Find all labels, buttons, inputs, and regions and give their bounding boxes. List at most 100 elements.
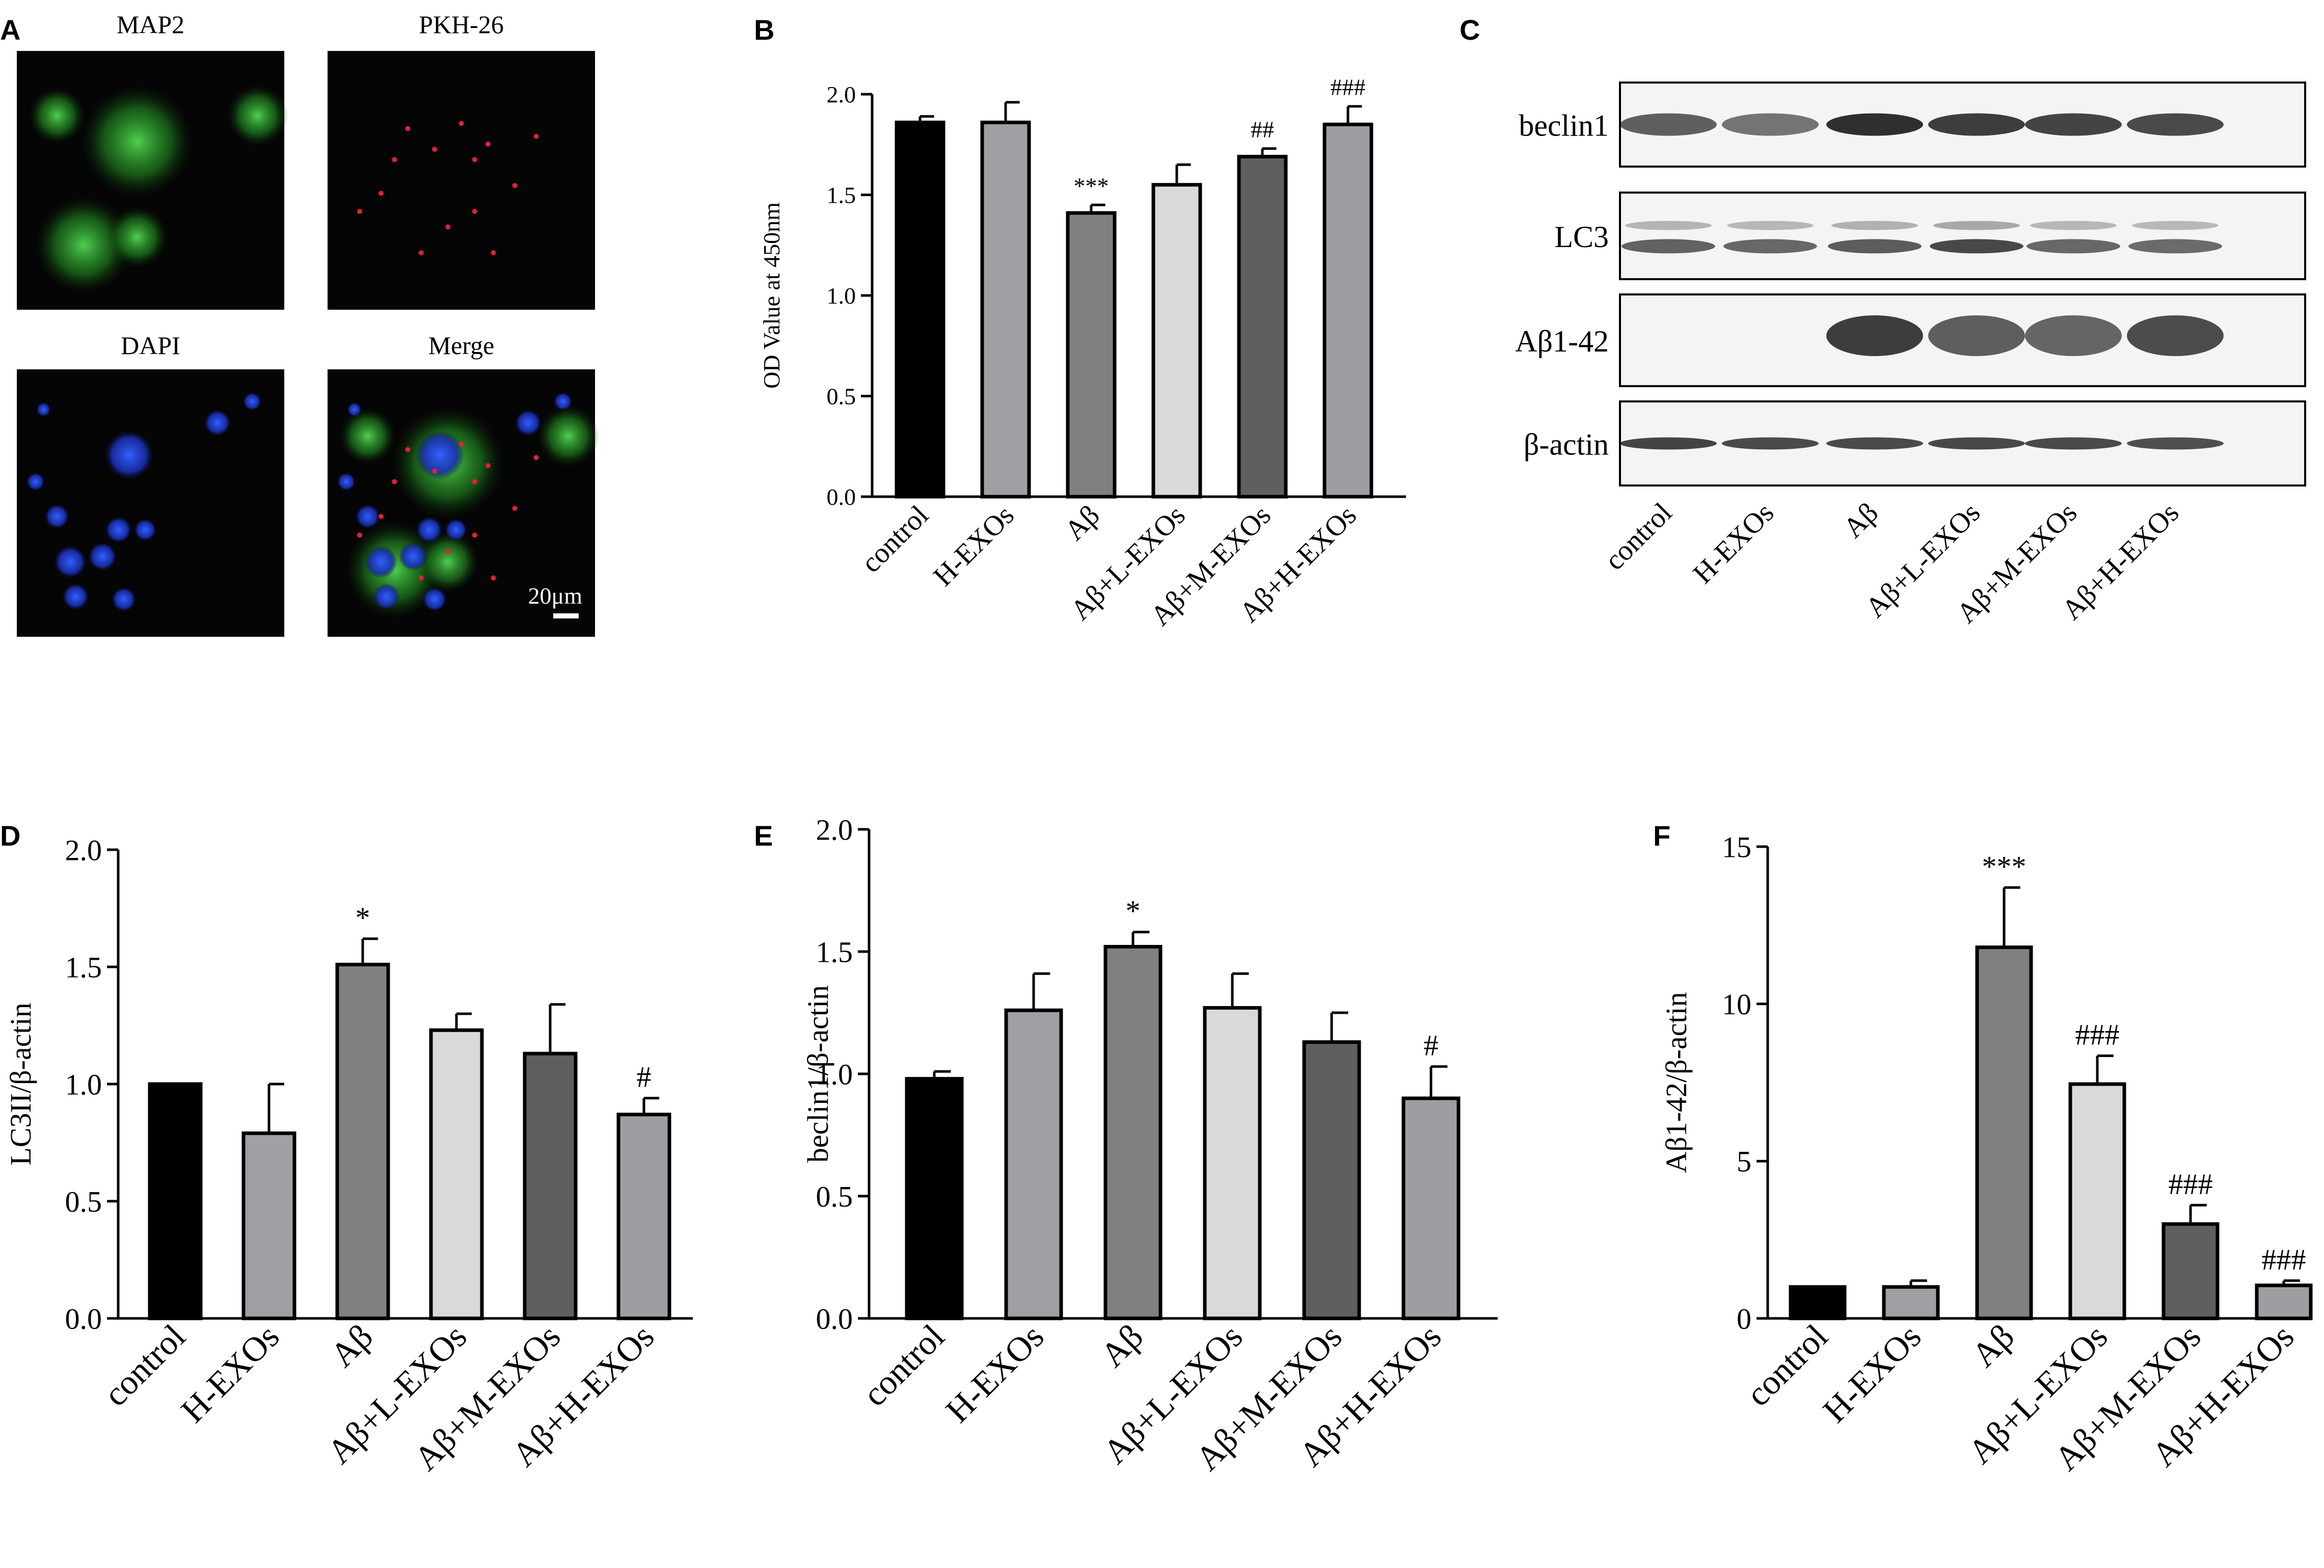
- blot-band: [1930, 239, 2023, 254]
- nucleus-stain: [54, 546, 87, 578]
- panel-letter-c: C: [1460, 14, 1480, 46]
- exosome-dot: [512, 506, 518, 511]
- panel-letter-b: B: [754, 14, 774, 46]
- blot-band: [1928, 113, 2025, 136]
- y-tick-label: 0: [1737, 1302, 1751, 1335]
- bar: [616, 1113, 671, 1320]
- significance-label: #: [1424, 1029, 1439, 1062]
- blot-band: [2025, 437, 2122, 450]
- exosome-dot: [418, 575, 424, 581]
- bar: [335, 962, 390, 1320]
- blot-band: [1722, 437, 1819, 450]
- nucleus-stain: [365, 546, 397, 578]
- blot-band: [1727, 221, 1814, 230]
- nucleus-stain: [373, 583, 400, 610]
- nucleus-stain: [515, 410, 542, 436]
- bar: [980, 120, 1031, 499]
- chart-e: 0.0 0.5 1.0 1.5 2.0 beclin1/β-actin controlH-E…: [801, 813, 1498, 1478]
- significance-label: ###: [2169, 1168, 2213, 1201]
- y-tick-label: 1.5: [816, 935, 853, 968]
- bar: [1103, 944, 1163, 1320]
- nucleus-stain: [44, 504, 69, 529]
- category-label: control: [855, 499, 935, 579]
- neuron-stain: [537, 405, 599, 467]
- micrograph-grid: MAP2 PKH-26 DAPI Merge 20μm: [17, 10, 599, 637]
- nucleus-stain: [416, 517, 443, 543]
- panel-a: A MAP2 PKH-26 DAPI Merge 20μm: [0, 10, 599, 637]
- significance-label: ***: [1074, 173, 1109, 199]
- bar: [2161, 1222, 2220, 1320]
- exosome-dot: [357, 208, 362, 214]
- blot-band: [1826, 315, 1923, 356]
- exosome-dot: [458, 442, 464, 447]
- neuron-stain: [35, 197, 132, 293]
- exosome-dot: [485, 141, 491, 147]
- panel-e: E 0.0 0.5 1.0 1.5 2.0 beclin1/β-actin controlH…: [754, 813, 1498, 1478]
- nucleus-stain: [554, 392, 572, 411]
- blot-band: [1826, 113, 1923, 136]
- blot-band: [2132, 221, 2219, 230]
- bar: [2255, 1283, 2313, 1320]
- nucleus-stain: [62, 583, 89, 610]
- significance-label: ***: [1982, 850, 2026, 883]
- bar: [1882, 1285, 1940, 1320]
- exosome-dot: [472, 208, 477, 214]
- nucleus-stain: [204, 410, 231, 436]
- nucleus-stain: [105, 517, 132, 543]
- exosome-dot: [485, 463, 491, 468]
- bar: [148, 1082, 203, 1320]
- exosome-dot: [472, 532, 477, 538]
- blot-band: [2127, 315, 2224, 356]
- lane-label: Aβ: [1837, 497, 1885, 544]
- lane-label: H-EXOs: [1687, 497, 1780, 589]
- micrograph-pkh: [328, 51, 595, 310]
- blot-band: [1625, 221, 1712, 230]
- blot-band: [1723, 239, 1817, 254]
- nucleus-stain: [36, 402, 51, 417]
- micrograph-label: DAPI: [121, 331, 180, 360]
- blot-band: [1928, 437, 2025, 450]
- blot-band: [2025, 113, 2122, 136]
- significance-label: ##: [1251, 117, 1274, 143]
- nucleus-stain: [88, 542, 117, 571]
- bar: [1237, 154, 1288, 499]
- y-tick-label: 1.0: [827, 283, 856, 309]
- blot-label: β-actin: [1524, 428, 1609, 462]
- micrograph-label: Merge: [428, 331, 495, 360]
- nucleus-stain: [337, 472, 356, 491]
- exosome-dot: [458, 121, 464, 126]
- nucleus-stain: [355, 504, 380, 529]
- panel-letter-d: D: [0, 820, 20, 852]
- scale-bar: [553, 613, 579, 618]
- category-label: Aβ: [1093, 1317, 1150, 1374]
- significance-label: ###: [1331, 74, 1366, 100]
- exosome-dot: [472, 479, 477, 484]
- blot-label: LC3: [1554, 220, 1609, 254]
- y-tick-label: 0.5: [65, 1185, 102, 1218]
- y-tick-label: 1.0: [65, 1068, 102, 1101]
- significance-label: *: [356, 901, 370, 934]
- category-label: Aβ: [1964, 1317, 2021, 1374]
- y-axis-label: Aβ1-42/β-actin: [1660, 992, 1693, 1173]
- exosome-dot: [491, 575, 496, 581]
- exosome-dot: [418, 250, 424, 256]
- panel-letter-f: F: [1653, 820, 1670, 852]
- panel-letter-e: E: [754, 820, 773, 852]
- bar: [1789, 1285, 1847, 1320]
- blot-band: [2127, 437, 2224, 450]
- chart-b: 0.0 0.5 1.0 1.5 2.0 OD Value at 450nm controlH…: [759, 74, 1406, 632]
- bar: [2068, 1082, 2126, 1320]
- y-tick-label: 2.0: [827, 82, 856, 107]
- neuron-stain: [106, 206, 168, 268]
- bar: [523, 1051, 578, 1320]
- blot-band: [2026, 239, 2120, 254]
- neuron-stain: [339, 408, 396, 465]
- nucleus-stain: [243, 392, 261, 411]
- exosome-dot: [392, 157, 397, 163]
- y-axis-label: LC3II/β-actin: [4, 1003, 37, 1165]
- panel-c: C beclin1 LC3 Aβ1-42 β-actin control H-EXOs Aβ…: [1460, 14, 2306, 629]
- exosome-dot: [445, 549, 451, 554]
- category-label: Aβ: [322, 1317, 380, 1374]
- nucleus-stain: [445, 519, 467, 541]
- exosome-dot: [491, 250, 496, 256]
